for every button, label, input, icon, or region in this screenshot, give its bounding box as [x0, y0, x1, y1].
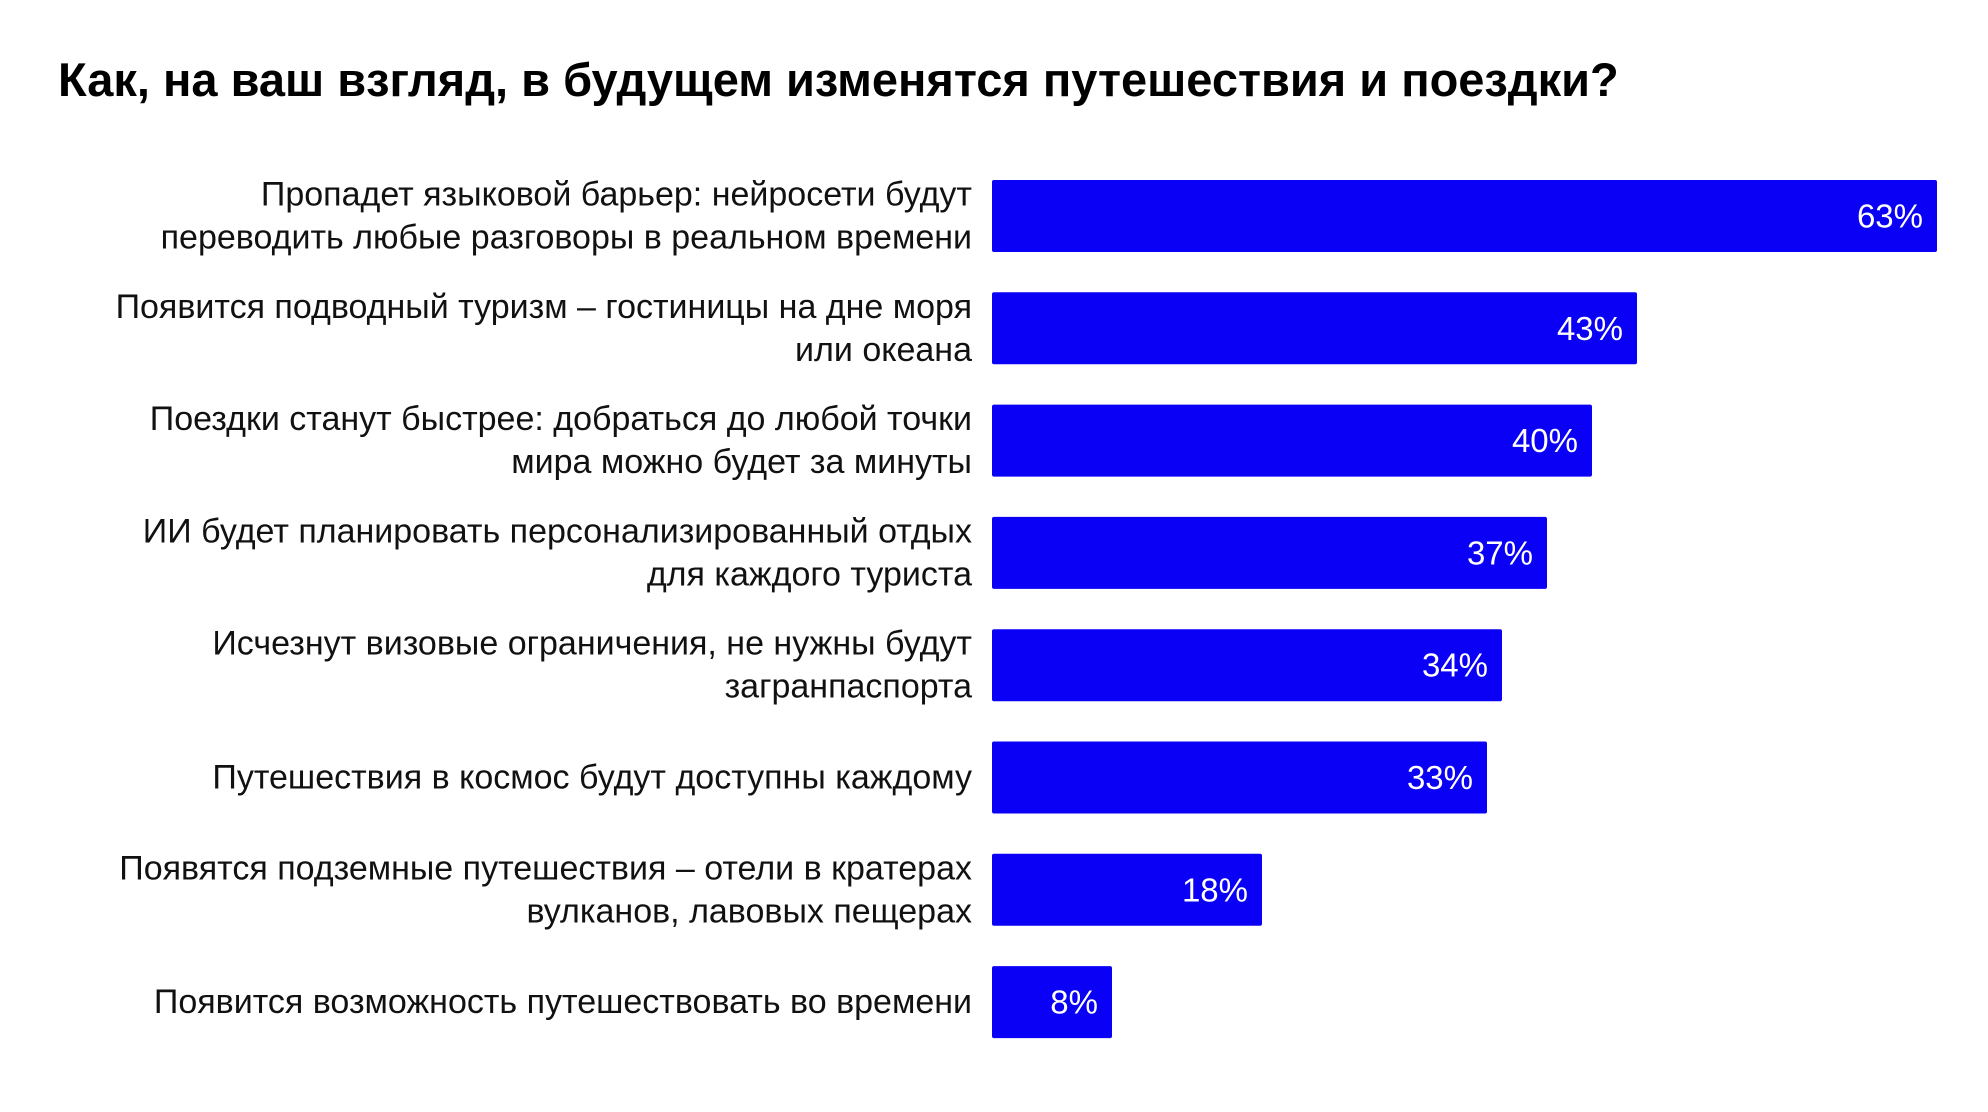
value-label-4: 37% [1467, 534, 1533, 571]
category-label-1-line-1: Пропадет языковой барьер: нейросети буду… [261, 176, 972, 214]
value-label-6: 33% [1407, 759, 1473, 796]
value-label-1: 63% [1857, 198, 1923, 235]
bar-5 [992, 629, 1502, 702]
bars-layer: 63% Пропадет языковой барьер: нейросети б… [116, 176, 1937, 1039]
category-label-4-line-2: для каждого туриста [647, 555, 972, 593]
category-label-4-line-1: ИИ будет планировать персонализированный… [143, 512, 972, 550]
value-label-7: 18% [1182, 871, 1248, 908]
category-label-5-line-1: Исчезнут визовые ограничения, не нужны б… [212, 625, 972, 663]
value-label-5: 34% [1422, 647, 1488, 684]
category-label-7-line-1: Появятся подземные путешествия – отели в… [119, 849, 972, 887]
bar-7 [992, 853, 1262, 926]
category-label-6-line-1: Путешествия в космос будут доступны кажд… [212, 759, 972, 797]
value-label-2: 43% [1557, 310, 1623, 347]
category-label-3-line-2: мира можно будет за минуты [511, 443, 972, 481]
bar-4 [992, 516, 1547, 589]
bar-2 [992, 292, 1637, 365]
bar-6 [992, 741, 1487, 814]
bar-3 [992, 404, 1592, 477]
chart-title: Как, на ваш взгляд, в будущем изменятся … [58, 53, 1619, 106]
bar-1 [992, 180, 1937, 252]
value-label-8: 8% [1050, 984, 1098, 1021]
category-label-2-line-2: или океана [795, 331, 972, 369]
category-label-5-line-2: загранпаспорта [725, 668, 972, 706]
category-label-1-line-2: переводить любые разговоры в реальном вр… [161, 219, 972, 257]
category-label-7-line-2: вулканов, лавовых пещерах [526, 892, 972, 930]
category-label-8-line-1: Появится возможность путешествовать во в… [154, 983, 972, 1021]
category-label-2-line-1: Появится подводный туризм – гостиницы на… [116, 288, 972, 326]
category-label-3-line-1: Поездки станут быстрее: добраться до люб… [150, 400, 972, 438]
bar-8 [992, 966, 1112, 1039]
value-label-3: 40% [1512, 422, 1578, 459]
